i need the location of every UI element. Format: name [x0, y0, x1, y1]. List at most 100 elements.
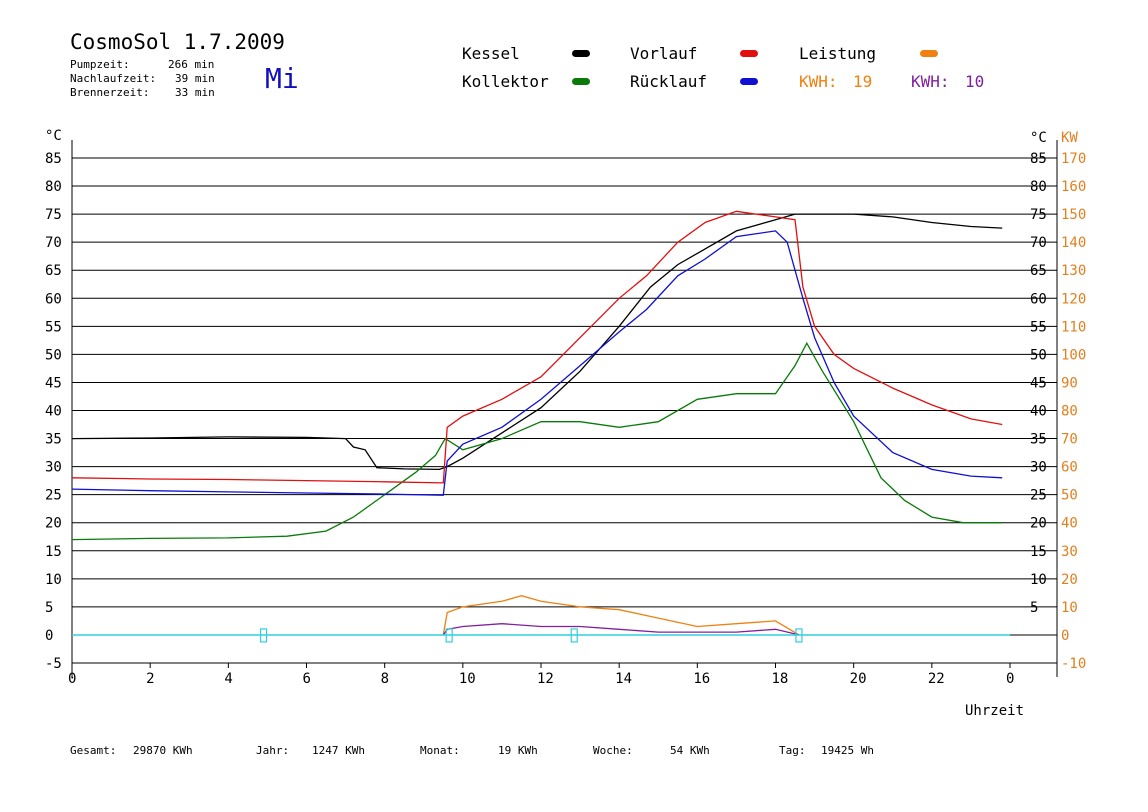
stat-label-brennerzeit: Brennerzeit:	[70, 86, 150, 99]
kw-tick-label: 70	[1061, 432, 1078, 448]
legend-vorlauf-swatch	[740, 50, 758, 57]
y-tick-label-left: 50	[45, 347, 62, 363]
kw-tick-label: 110	[1061, 319, 1086, 335]
y-tick-label-right: 40	[1030, 404, 1047, 420]
y-tick-label-left: 10	[45, 572, 62, 588]
x-tick-label: 18	[772, 671, 789, 687]
kw-tick-label: 170	[1061, 151, 1086, 167]
y-tick-label-right: 10	[1030, 572, 1047, 588]
y-axis-unit-left: °C	[45, 128, 62, 144]
legend-kessel-label: Kessel	[462, 44, 520, 63]
y-tick-label-left: -5	[45, 656, 62, 672]
series-line-kollektor	[71, 341, 1003, 541]
y-tick-label-left: 25	[45, 488, 62, 504]
y-tick-label-left: 15	[45, 544, 62, 560]
pump-marker	[445, 628, 453, 643]
kw-tick-label: 60	[1061, 460, 1078, 476]
x-tick-label: 14	[615, 671, 632, 687]
y-tick-label-left: 60	[45, 291, 62, 307]
x-tick-label: 2	[146, 671, 154, 687]
kw-tick-label: 80	[1061, 404, 1078, 420]
y-tick-label-left: 5	[45, 600, 53, 616]
kw-tick-label: 140	[1061, 235, 1086, 251]
footer-gesamt-value: 29870 KWh	[133, 744, 193, 757]
footer-jahr-value: 1247 KWh	[312, 744, 365, 757]
series-line-kessel	[71, 213, 1003, 471]
footer-monat-value: 19 KWh	[498, 744, 538, 757]
kw-tick-label: 100	[1061, 347, 1086, 363]
legend-leistung-swatch	[920, 50, 938, 57]
y-tick-label-left: 20	[45, 516, 62, 532]
stat-label-pumpzeit: Pumpzeit:	[70, 58, 130, 71]
x-tick-label: 20	[850, 671, 867, 687]
y-tick-label-left: 40	[45, 404, 62, 420]
kw-tick-label: 0	[1061, 628, 1069, 644]
x-tick-label: 0	[68, 671, 76, 687]
chart-grid	[72, 157, 1057, 664]
stat-value-brennerzeit: 33 min	[175, 86, 215, 99]
y-tick-label-right: 75	[1030, 207, 1047, 223]
x-tick-label: 4	[224, 671, 232, 687]
legend-kollektor-swatch	[572, 78, 590, 85]
y-tick-label-left: 65	[45, 263, 62, 279]
legend-kwh2-value: 10	[965, 72, 985, 91]
y-tick-label-right: 30	[1030, 460, 1047, 476]
series-line-r-cklauf	[71, 230, 1003, 496]
series-line-vorlauf	[71, 210, 1003, 484]
kw-tick-label: 150	[1061, 207, 1086, 223]
y-tick-label-right: 55	[1030, 319, 1047, 335]
footer-woche-value: 54 KWh	[670, 744, 710, 757]
y-axis-unit-right: °C	[1030, 130, 1047, 146]
legend-ruecklauf-label: Rücklauf	[630, 72, 708, 91]
pump-marker	[259, 628, 268, 643]
x-tick-label: 6	[303, 671, 311, 687]
x-axis-label: Uhrzeit	[965, 703, 1024, 719]
y-tick-label-left: 30	[45, 460, 62, 476]
footer-gesamt-label: Gesamt:	[70, 744, 117, 757]
kw-tick-label: 40	[1061, 516, 1078, 532]
x-tick-label: 12	[537, 671, 554, 687]
y-tick-label-left: 45	[45, 375, 62, 391]
pump-marker	[570, 628, 578, 643]
series-line-kwh	[442, 623, 800, 636]
weekday-label: Mi	[265, 62, 299, 95]
footer-monat-label: Monat:	[420, 744, 460, 757]
kw-tick-label: 20	[1061, 572, 1078, 588]
y-tick-label-right: 50	[1030, 347, 1047, 363]
y-tick-label-right: 70	[1030, 235, 1047, 251]
kw-tick-label: 30	[1061, 544, 1078, 560]
kw-tick-label: -10	[1061, 656, 1086, 672]
y-tick-label-left: 55	[45, 319, 62, 335]
stat-label-nachlaufzeit: Nachlaufzeit:	[70, 72, 157, 85]
x-tick-label: 0	[1006, 671, 1014, 687]
kw-axis-unit: KW	[1061, 130, 1078, 146]
legend-kessel-swatch	[572, 50, 590, 57]
footer-woche-label: Woche:	[593, 744, 633, 757]
legend-kwh1-label: KWH:	[799, 72, 838, 91]
y-tick-label-right: 15	[1030, 544, 1047, 560]
legend-vorlauf-label: Vorlauf	[630, 44, 698, 63]
kw-tick-label: 50	[1061, 488, 1078, 504]
kw-tick-label: 10	[1061, 600, 1078, 616]
legend-kwh1-value: 19	[853, 72, 873, 91]
footer-tag-label: Tag:	[779, 744, 806, 757]
stat-value-nachlaufzeit: 39 min	[175, 72, 215, 85]
y-tick-label-right: 5	[1030, 600, 1038, 616]
y-tick-label-left: 0	[45, 628, 53, 644]
kw-tick-label: 130	[1061, 263, 1086, 279]
series-line-leistung	[442, 595, 800, 636]
chart-title: CosmoSol 1.7.2009	[70, 30, 285, 54]
legend-kwh2-label: KWH:	[911, 72, 950, 91]
y-tick-label-right: 35	[1030, 432, 1047, 448]
legend-ruecklauf-swatch	[740, 78, 758, 85]
y-tick-label-right: 60	[1030, 291, 1047, 307]
y-tick-label-left: 75	[45, 207, 62, 223]
kw-tick-label: 160	[1061, 179, 1086, 195]
y-tick-label-right: 80	[1030, 179, 1047, 195]
y-tick-label-right: 85	[1030, 151, 1047, 167]
footer-jahr-label: Jahr:	[256, 744, 290, 757]
legend-leistung-label: Leistung	[799, 44, 877, 63]
x-tick-label: 8	[381, 671, 389, 687]
